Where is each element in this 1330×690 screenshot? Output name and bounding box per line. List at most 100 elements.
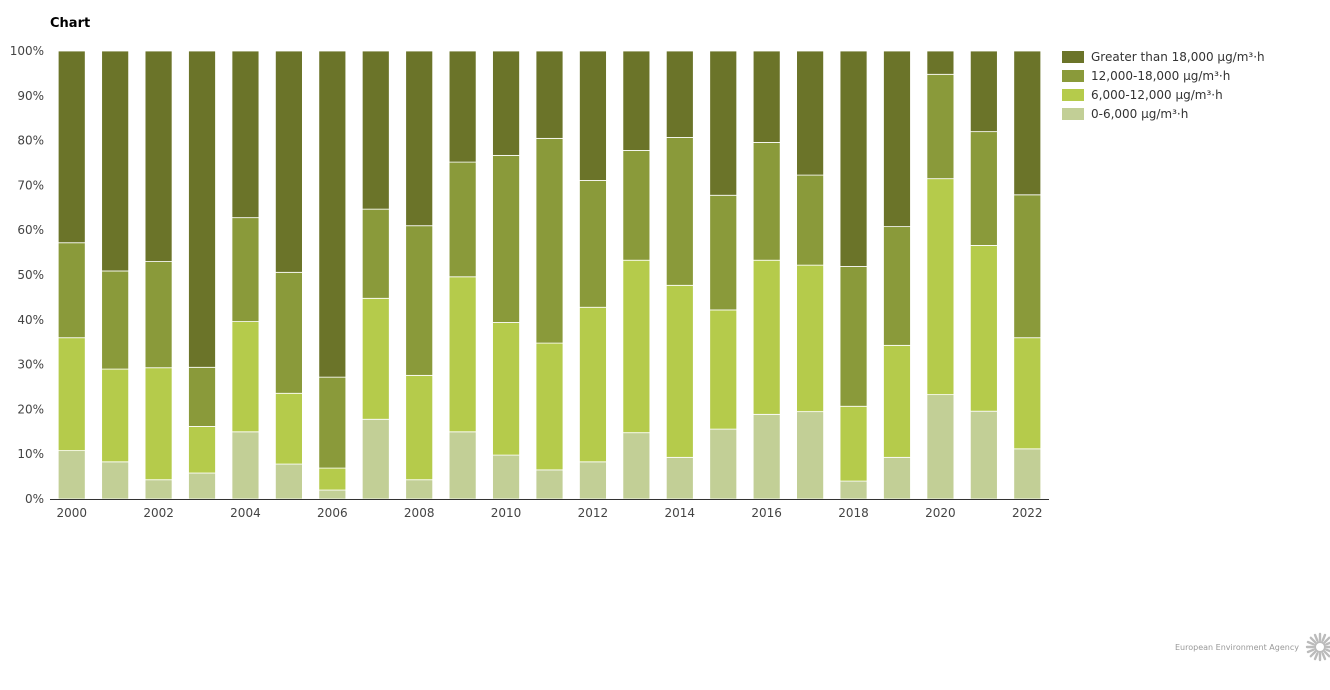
bar-segment[interactable] <box>839 480 868 500</box>
y-tick-label: 40% <box>17 313 44 327</box>
bar-segment[interactable] <box>535 50 564 139</box>
bar-segment[interactable] <box>274 50 303 273</box>
bar-segment[interactable] <box>492 154 520 323</box>
bar-segment[interactable] <box>492 50 520 156</box>
bar-segment[interactable] <box>274 392 303 465</box>
bar-segment[interactable] <box>101 270 130 370</box>
bar-segment[interactable] <box>188 426 216 474</box>
legend-item[interactable]: Greater than 18,000 µg/m³·h <box>1062 47 1265 66</box>
bar-segment[interactable] <box>57 337 86 452</box>
bar-segment[interactable] <box>101 50 130 272</box>
bar-segment[interactable] <box>665 50 694 138</box>
bar-segment[interactable] <box>535 469 564 500</box>
bar-segment[interactable] <box>1013 194 1042 339</box>
bar-segment[interactable] <box>969 50 998 133</box>
bar-segment[interactable] <box>361 418 390 500</box>
bar-segment[interactable] <box>361 297 390 420</box>
bar-segment[interactable] <box>665 284 694 458</box>
bar-segment[interactable] <box>926 394 955 500</box>
bar-segment[interactable] <box>361 208 390 299</box>
bar-segment[interactable] <box>57 450 86 500</box>
bar-segment[interactable] <box>231 50 260 219</box>
bar-segment[interactable] <box>579 306 607 463</box>
bar-segment[interactable] <box>57 50 86 244</box>
bar-segment[interactable] <box>579 50 607 181</box>
bar-segment[interactable] <box>492 454 520 500</box>
bar-segment[interactable] <box>926 73 955 180</box>
x-tick-label: 2004 <box>230 506 261 520</box>
bar-segment[interactable] <box>274 463 303 500</box>
bar-segment[interactable] <box>318 50 347 378</box>
bar-segment[interactable] <box>709 194 738 311</box>
bar-segment[interactable] <box>665 137 694 286</box>
bar-segment[interactable] <box>535 137 564 344</box>
bar-segment[interactable] <box>839 405 868 482</box>
credit-text: European Environment Agency <box>1175 642 1299 652</box>
bar-segment[interactable] <box>318 376 347 469</box>
bar-segment[interactable] <box>622 432 651 500</box>
bar-segment[interactable] <box>1013 50 1042 196</box>
bar-segment[interactable] <box>579 461 607 500</box>
bar-segment[interactable] <box>144 367 173 481</box>
bar-segment[interactable] <box>839 266 868 407</box>
bar-segment[interactable] <box>188 472 216 500</box>
bar-segment[interactable] <box>57 242 86 339</box>
bar-segment[interactable] <box>926 178 955 396</box>
bar-segment[interactable] <box>361 50 390 210</box>
bar-segment[interactable] <box>709 309 738 430</box>
bar-segment[interactable] <box>883 456 911 500</box>
bar-segment[interactable] <box>318 489 347 500</box>
bar-segment[interactable] <box>622 259 651 434</box>
bar-segment[interactable] <box>405 374 434 481</box>
bar-segment[interactable] <box>188 366 216 427</box>
bar-segment[interactable] <box>796 264 825 413</box>
bar-segment[interactable] <box>448 431 477 500</box>
bar-segment[interactable] <box>796 50 825 176</box>
bar-segment[interactable] <box>622 150 651 261</box>
legend-item[interactable]: 0-6,000 µg/m³·h <box>1062 104 1265 123</box>
bar-segment[interactable] <box>969 410 998 500</box>
bar-segment[interactable] <box>405 225 434 376</box>
legend-item[interactable]: 6,000-12,000 µg/m³·h <box>1062 85 1265 104</box>
bar-segment[interactable] <box>405 50 434 227</box>
bar-segment[interactable] <box>535 342 564 471</box>
bar-segment[interactable] <box>448 161 477 278</box>
bar-segment[interactable] <box>665 456 694 500</box>
bar-segment[interactable] <box>839 50 868 267</box>
bar-segment[interactable] <box>926 50 955 75</box>
bar-segment[interactable] <box>405 479 434 500</box>
bar-segment[interactable] <box>144 261 173 369</box>
bar-segment[interactable] <box>492 322 520 456</box>
bar-segment[interactable] <box>883 226 911 346</box>
bar-segment[interactable] <box>101 368 130 463</box>
bar-segment[interactable] <box>448 50 477 163</box>
bar-segment[interactable] <box>1013 337 1042 450</box>
bar-segment[interactable] <box>144 50 173 262</box>
bar-segment[interactable] <box>752 413 781 500</box>
eea-sun-icon <box>1305 632 1330 662</box>
bar-segment[interactable] <box>752 50 781 143</box>
bar-segment[interactable] <box>969 245 998 412</box>
bar-segment[interactable] <box>709 428 738 500</box>
bar-segment[interactable] <box>448 276 477 433</box>
bar-segment[interactable] <box>231 431 260 500</box>
bar-segment[interactable] <box>274 271 303 394</box>
bar-segment[interactable] <box>144 479 173 500</box>
bar-segment[interactable] <box>883 50 911 228</box>
bar-segment[interactable] <box>318 467 347 491</box>
bar-segment[interactable] <box>752 141 781 261</box>
bar-segment[interactable] <box>752 259 781 415</box>
bar-segment[interactable] <box>622 50 651 151</box>
bar-segment[interactable] <box>188 50 216 368</box>
bar-segment[interactable] <box>796 411 825 500</box>
bar-segment[interactable] <box>709 50 738 196</box>
legend-item[interactable]: 12,000-18,000 µg/m³·h <box>1062 66 1265 85</box>
bar-segment[interactable] <box>231 217 260 322</box>
bar-segment[interactable] <box>883 344 911 458</box>
bar-segment[interactable] <box>579 180 607 308</box>
bar-segment[interactable] <box>969 131 998 246</box>
bar-segment[interactable] <box>231 321 260 433</box>
bar-segment[interactable] <box>101 461 130 500</box>
bar-segment[interactable] <box>1013 448 1042 500</box>
bar-segment[interactable] <box>796 174 825 266</box>
